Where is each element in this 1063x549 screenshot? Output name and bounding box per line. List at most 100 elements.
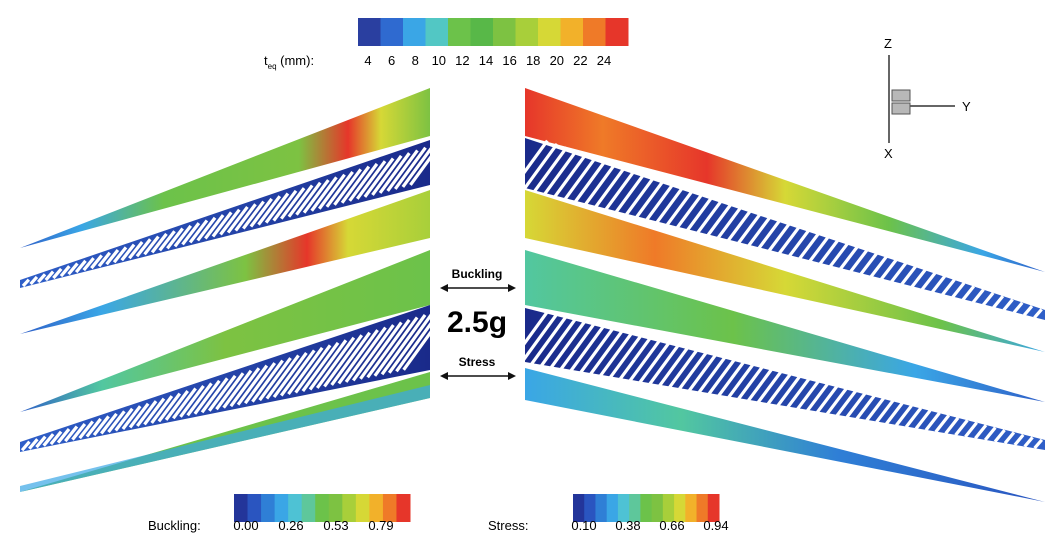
spar-rib xyxy=(717,360,746,397)
spar-rib xyxy=(318,173,346,210)
spar-rib xyxy=(914,409,932,430)
spar-rib xyxy=(44,270,55,282)
spar-rib xyxy=(981,291,995,307)
right-spar-ribs xyxy=(511,139,1043,319)
left-upper-skin xyxy=(20,88,430,248)
spar-rib xyxy=(603,169,636,213)
spar-rib xyxy=(71,422,87,441)
center-annotation: Buckling 2.5g Stress xyxy=(440,267,516,380)
spar-rib xyxy=(628,338,662,383)
spar-rib xyxy=(287,184,314,218)
spar-rib xyxy=(715,205,743,240)
spar-rib xyxy=(509,309,550,363)
right-buckling-skin xyxy=(525,250,1045,402)
spar-rib xyxy=(158,230,176,252)
spar-rib xyxy=(613,172,646,215)
stress-swatch xyxy=(573,494,585,522)
thickness-legend-label: teq (mm): xyxy=(264,53,314,71)
buckling-legend-label: Buckling: xyxy=(148,518,201,533)
spar-rib xyxy=(895,404,913,427)
spar-rib xyxy=(287,346,324,395)
spar-rib xyxy=(808,235,830,263)
axis-x-label: X xyxy=(884,146,893,161)
right-stress-skin xyxy=(525,368,1045,502)
spar-rib xyxy=(951,281,966,299)
spar-rib xyxy=(395,308,443,373)
buckling-swatch xyxy=(247,494,262,522)
spar-rib xyxy=(393,146,427,190)
left-spar-ribs xyxy=(21,141,443,288)
spar-rib xyxy=(648,343,681,386)
spar-rib xyxy=(818,238,840,266)
spar-rib xyxy=(401,144,435,188)
thickness-tick-label: 22 xyxy=(573,53,587,68)
spar-rib xyxy=(337,329,379,385)
thickness-tick-label: 16 xyxy=(502,53,516,68)
spar-rib xyxy=(351,324,395,382)
thickness-colorbar xyxy=(358,18,629,46)
spar-rib xyxy=(20,440,31,452)
spar-rib xyxy=(265,354,300,400)
thickness-swatch xyxy=(493,18,516,46)
thickness-tick-label: 4 xyxy=(364,53,371,68)
buckling-swatch xyxy=(328,494,343,522)
spar-rib xyxy=(28,438,39,450)
stress-tick-label: 0.66 xyxy=(659,518,684,533)
spar-rib xyxy=(685,195,714,233)
left-spar-ribs-lower xyxy=(20,306,451,452)
spar-rib xyxy=(164,390,189,421)
spar-rib xyxy=(42,433,55,447)
spar-rib xyxy=(128,402,150,429)
spar-rib xyxy=(549,319,588,370)
spar-rib xyxy=(52,267,63,280)
spar-rib xyxy=(128,240,144,260)
spar-rib xyxy=(934,414,951,433)
spar-rib xyxy=(363,157,395,198)
spar-rib xyxy=(56,428,71,444)
thickness-tick-label: 6 xyxy=(388,53,395,68)
spar-rib xyxy=(105,249,120,266)
spar-rib xyxy=(797,232,821,261)
spar-rib xyxy=(825,387,848,415)
spar-rib xyxy=(838,245,859,271)
spar-rib xyxy=(49,430,63,446)
spar-rib xyxy=(344,326,387,383)
spar-rib xyxy=(1003,431,1016,445)
spar-rib xyxy=(815,385,839,414)
stress-swatch xyxy=(707,494,720,522)
spar-rib xyxy=(593,166,627,210)
spar-rib xyxy=(243,362,277,405)
spar-rib xyxy=(777,225,801,256)
spar-rib xyxy=(272,351,308,399)
spar-rib xyxy=(787,228,811,258)
spar-rib xyxy=(539,316,578,368)
spar-rib xyxy=(961,285,976,301)
left-wing-thickness xyxy=(20,88,443,334)
thickness-swatch xyxy=(583,18,606,46)
spar-rib xyxy=(258,357,292,402)
spar-rib xyxy=(107,410,126,433)
spar-rib xyxy=(211,211,233,238)
buckling-label: Buckling xyxy=(452,267,503,281)
spar-rib xyxy=(1013,433,1025,446)
stress-swatch xyxy=(606,494,619,522)
spar-rib xyxy=(889,262,908,284)
thickness-swatch xyxy=(515,18,539,46)
right-wing-results xyxy=(509,250,1045,502)
stress-swatch xyxy=(685,494,698,522)
spar-rib xyxy=(100,412,118,435)
spar-rib xyxy=(193,379,221,415)
spar-rib xyxy=(380,313,427,376)
spar-rib xyxy=(806,382,830,412)
spar-rib xyxy=(166,227,184,250)
thickness-swatch xyxy=(560,18,584,46)
spar-rib xyxy=(736,212,762,246)
spar-rib xyxy=(325,171,354,208)
buckling-swatch xyxy=(382,494,397,522)
buckling-swatch xyxy=(301,494,316,522)
spar-rib xyxy=(746,215,772,248)
spar-rib xyxy=(608,333,643,380)
spar-rib xyxy=(112,246,128,264)
spar-rib xyxy=(181,222,201,246)
